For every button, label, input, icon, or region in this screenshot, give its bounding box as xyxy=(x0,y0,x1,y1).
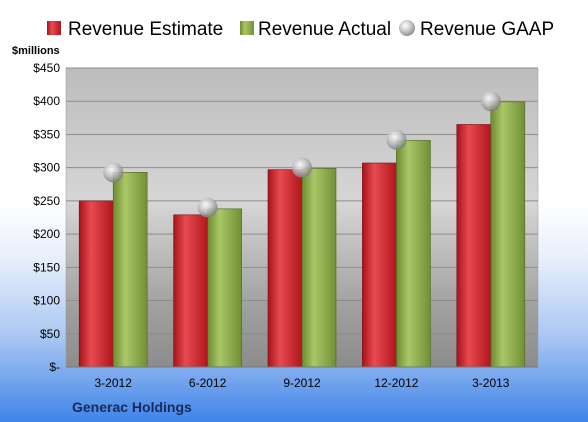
y-tick-label: $100 xyxy=(33,294,60,308)
legend-label-estimate: Revenue Estimate xyxy=(68,19,223,40)
y-axis-unit-label: $millions xyxy=(12,45,60,57)
bar-revenue-estimate xyxy=(78,200,114,368)
bar-revenue-estimate xyxy=(362,162,397,368)
bar-revenue-estimate xyxy=(456,124,492,368)
bar-revenue-actual xyxy=(301,168,337,368)
gaap-markers xyxy=(103,91,501,218)
bar-revenue-estimate xyxy=(173,214,208,368)
bar-revenue-actual xyxy=(490,101,526,368)
y-tick-label: $50 xyxy=(40,327,60,341)
legend-label-actual: Revenue Actual xyxy=(258,19,391,40)
bar-revenue-actual xyxy=(396,140,431,368)
marker-revenue-gaap xyxy=(197,197,218,218)
x-tick-label: 12-2012 xyxy=(374,376,418,390)
y-tick-label: $400 xyxy=(33,94,60,108)
legend-swatch-estimate xyxy=(47,21,61,35)
x-tick-label: 9-2012 xyxy=(283,376,321,390)
y-tick-label: $300 xyxy=(33,161,60,175)
x-tick-label: 3-2012 xyxy=(95,376,133,390)
y-tick-label: $200 xyxy=(33,227,60,241)
y-tick-label: $150 xyxy=(33,260,60,274)
legend: Revenue Estimate Revenue Actual Revenue … xyxy=(47,19,554,40)
marker-revenue-gaap xyxy=(480,91,501,112)
y-tick-label: $250 xyxy=(33,194,60,208)
x-axis-ticks: 3-2012 6-2012 9-2012 12-2012 3-2013 xyxy=(95,376,510,390)
legend-label-gaap: Revenue GAAP xyxy=(420,19,554,40)
bar-revenue-estimate xyxy=(267,169,303,368)
y-tick-label: $- xyxy=(49,360,60,374)
y-tick-label: $450 xyxy=(33,61,60,75)
legend-item-actual: Revenue Actual xyxy=(240,19,391,40)
legend-item-estimate: Revenue Estimate xyxy=(47,19,223,40)
y-axis-ticks: $- $50 $100 $150 $200 $250 $300 $350 $400 $450 xyxy=(33,61,60,374)
legend-swatch-actual xyxy=(240,21,254,35)
marker-revenue-gaap xyxy=(292,157,312,178)
legend-marker-gaap xyxy=(399,20,415,36)
legend-item-gaap: Revenue GAAP xyxy=(399,19,554,40)
bar-revenue-actual xyxy=(207,208,242,368)
bar-revenue-actual xyxy=(112,172,148,368)
x-tick-label: 6-2012 xyxy=(189,376,227,390)
marker-revenue-gaap xyxy=(386,129,407,150)
company-name: Generac Holdings xyxy=(72,399,192,415)
x-tick-label: 3-2013 xyxy=(472,376,510,390)
bars xyxy=(78,101,526,368)
y-tick-label: $350 xyxy=(33,127,60,141)
marker-revenue-gaap xyxy=(103,162,124,183)
